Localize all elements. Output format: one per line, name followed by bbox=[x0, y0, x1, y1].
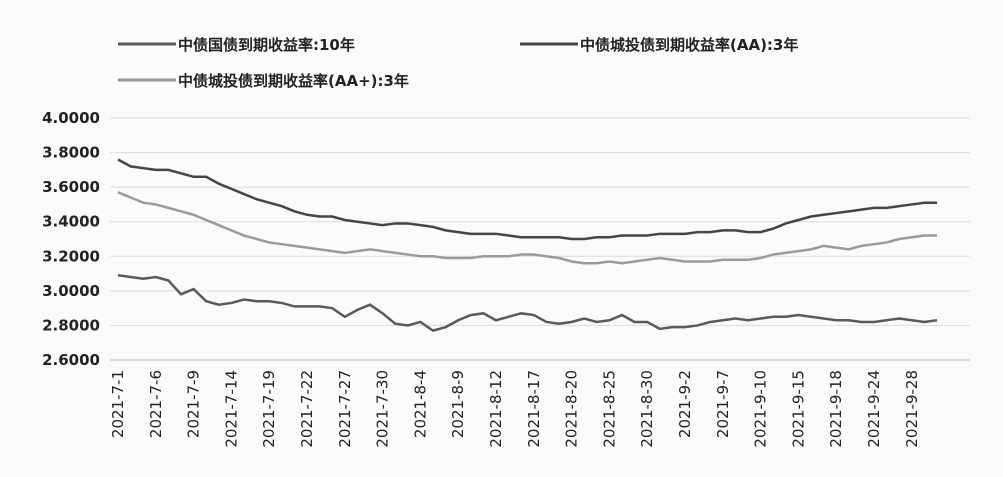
x-tick-label: 2021-9-18 bbox=[827, 370, 845, 448]
x-tick-label: 2021-9-24 bbox=[865, 370, 883, 448]
x-tick-label: 2021-7-30 bbox=[374, 370, 392, 448]
x-tick-label: 2021-8-4 bbox=[411, 370, 429, 438]
series-line bbox=[117, 158, 937, 241]
legend-label: 中债国债到期收益率:10年 bbox=[178, 36, 355, 54]
y-tick-label: 3.4000 bbox=[42, 213, 100, 231]
x-tick-label: 2021-8-30 bbox=[638, 370, 656, 448]
x-tick-label: 2021-9-10 bbox=[752, 370, 770, 448]
x-tick-label: 2021-8-17 bbox=[525, 370, 543, 448]
x-tick-label: 2021-8-9 bbox=[449, 370, 467, 438]
y-tick-label: 3.6000 bbox=[42, 178, 100, 196]
x-tick-label: 2021-8-25 bbox=[600, 370, 618, 448]
x-tick-label: 2021-7-6 bbox=[147, 370, 165, 438]
x-tick-label: 2021-7-9 bbox=[185, 370, 203, 438]
y-tick-label: 2.8000 bbox=[42, 316, 100, 334]
x-tick-label: 2021-9-28 bbox=[903, 370, 921, 448]
x-tick-label: 2021-8-20 bbox=[563, 370, 581, 448]
y-tick-label: 3.2000 bbox=[42, 247, 100, 265]
legend-label: 中债城投债到期收益率(AA):3年 bbox=[580, 36, 798, 54]
x-tick-label: 2021-7-14 bbox=[222, 370, 240, 448]
x-tick-label: 2021-7-19 bbox=[260, 370, 278, 448]
series-line bbox=[117, 191, 937, 265]
y-tick-label: 4.0000 bbox=[42, 109, 100, 127]
x-tick-label: 2021-7-1 bbox=[109, 370, 127, 438]
series-line bbox=[117, 274, 938, 332]
legend-label: 中债城投债到期收益率(AA+):3年 bbox=[178, 72, 409, 90]
x-tick-label: 2021-7-22 bbox=[298, 370, 316, 448]
x-tick-label: 2021-9-15 bbox=[789, 370, 807, 448]
y-tick-label: 3.0000 bbox=[42, 282, 100, 300]
y-tick-label: 2.6000 bbox=[42, 351, 100, 369]
x-tick-label: 2021-9-2 bbox=[676, 370, 694, 438]
y-tick-label: 3.8000 bbox=[42, 144, 100, 162]
x-tick-label: 2021-9-7 bbox=[714, 370, 732, 438]
x-tick-label: 2021-8-12 bbox=[487, 370, 505, 448]
x-tick-label: 2021-7-27 bbox=[336, 370, 354, 448]
